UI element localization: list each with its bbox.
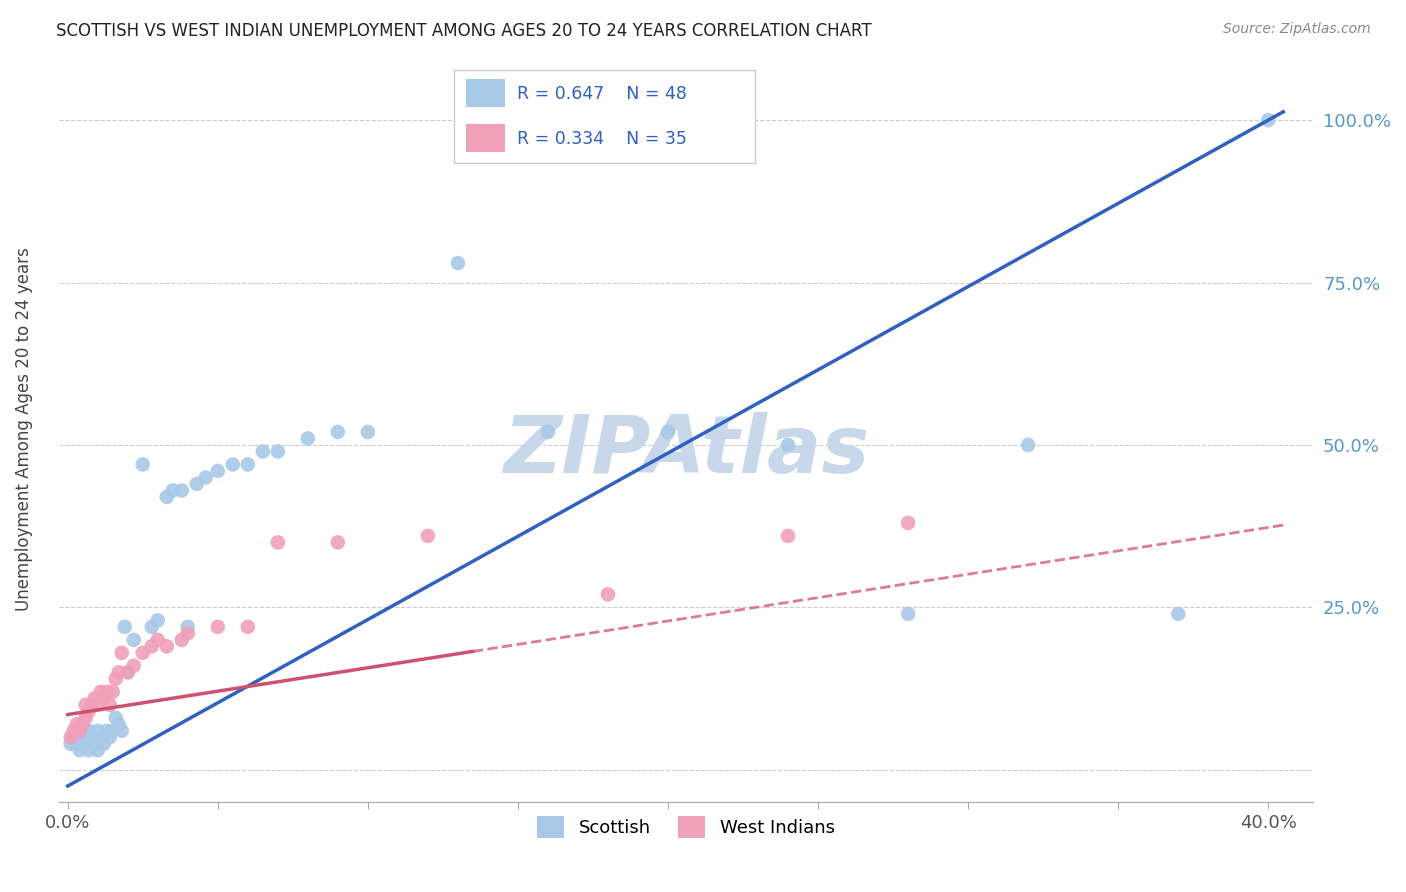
- Point: [267, 535, 290, 549]
- Point: [90, 731, 112, 745]
- Point: [66, 737, 89, 751]
- Point: [117, 665, 139, 680]
- Point: [357, 425, 380, 439]
- Point: [186, 477, 208, 491]
- Point: [117, 665, 139, 680]
- Point: [75, 698, 97, 712]
- Text: Source: ZipAtlas.com: Source: ZipAtlas.com: [1223, 22, 1371, 37]
- Point: [59, 731, 82, 745]
- Point: [170, 632, 193, 647]
- Point: [207, 620, 229, 634]
- Point: [66, 717, 89, 731]
- Point: [141, 620, 163, 634]
- Point: [83, 691, 105, 706]
- Point: [1167, 607, 1189, 621]
- Point: [69, 723, 91, 738]
- Point: [177, 626, 200, 640]
- Point: [98, 731, 121, 745]
- Point: [86, 723, 108, 738]
- Point: [162, 483, 184, 498]
- Point: [1017, 438, 1039, 452]
- Point: [194, 470, 217, 484]
- Text: ZIPAtlas: ZIPAtlas: [503, 412, 869, 490]
- Point: [96, 685, 118, 699]
- Point: [104, 711, 127, 725]
- Point: [297, 432, 319, 446]
- Legend: Scottish, West Indians: Scottish, West Indians: [530, 809, 842, 846]
- Point: [104, 672, 127, 686]
- Point: [207, 464, 229, 478]
- Point: [222, 458, 245, 472]
- Point: [72, 717, 94, 731]
- Point: [77, 743, 100, 757]
- Point: [236, 620, 259, 634]
- Point: [776, 438, 799, 452]
- Point: [80, 731, 103, 745]
- Point: [83, 737, 105, 751]
- Point: [416, 529, 439, 543]
- Point: [62, 723, 84, 738]
- Point: [107, 717, 129, 731]
- Point: [80, 698, 103, 712]
- Point: [156, 490, 179, 504]
- Point: [93, 691, 115, 706]
- Y-axis label: Unemployment Among Ages 20 to 24 years: Unemployment Among Ages 20 to 24 years: [15, 247, 32, 611]
- Point: [596, 587, 619, 601]
- Point: [86, 698, 108, 712]
- Point: [59, 737, 82, 751]
- Point: [897, 607, 920, 621]
- Point: [177, 620, 200, 634]
- Point: [90, 685, 112, 699]
- Point: [1257, 113, 1279, 128]
- Point: [98, 698, 121, 712]
- Point: [537, 425, 560, 439]
- Point: [267, 444, 290, 458]
- Point: [326, 425, 349, 439]
- Point: [101, 685, 124, 699]
- Point: [132, 646, 155, 660]
- Point: [77, 723, 100, 738]
- Point: [111, 646, 134, 660]
- Point: [75, 737, 97, 751]
- Point: [236, 458, 259, 472]
- Point: [122, 658, 145, 673]
- Point: [69, 743, 91, 757]
- Point: [93, 737, 115, 751]
- Point: [132, 458, 155, 472]
- Point: [170, 483, 193, 498]
- Point: [111, 723, 134, 738]
- Point: [114, 620, 136, 634]
- Point: [252, 444, 274, 458]
- Point: [146, 613, 169, 627]
- Point: [122, 632, 145, 647]
- Point: [156, 640, 179, 654]
- Point: [146, 632, 169, 647]
- Point: [107, 665, 129, 680]
- Point: [141, 640, 163, 654]
- Text: SCOTTISH VS WEST INDIAN UNEMPLOYMENT AMONG AGES 20 TO 24 YEARS CORRELATION CHART: SCOTTISH VS WEST INDIAN UNEMPLOYMENT AMO…: [56, 22, 872, 40]
- Point: [657, 425, 679, 439]
- Point: [75, 711, 97, 725]
- Point: [326, 535, 349, 549]
- Point: [77, 704, 100, 718]
- Point: [62, 731, 84, 745]
- Point: [72, 731, 94, 745]
- Point: [447, 256, 470, 270]
- Point: [86, 743, 108, 757]
- Point: [776, 529, 799, 543]
- Point: [101, 723, 124, 738]
- Point: [897, 516, 920, 530]
- Point: [96, 723, 118, 738]
